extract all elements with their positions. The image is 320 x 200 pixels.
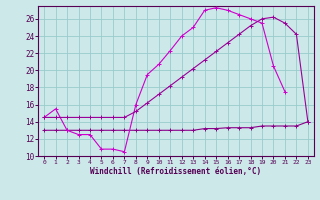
X-axis label: Windchill (Refroidissement éolien,°C): Windchill (Refroidissement éolien,°C)	[91, 167, 261, 176]
